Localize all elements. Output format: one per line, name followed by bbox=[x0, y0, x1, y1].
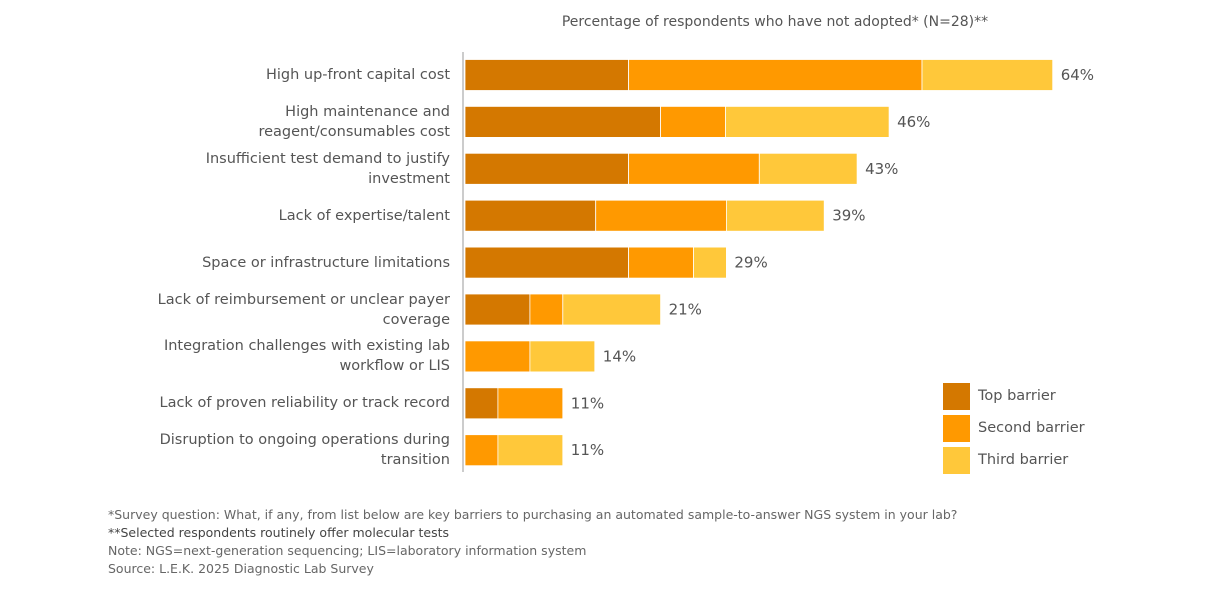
bar-segment-top-barrier bbox=[464, 246, 630, 279]
legend-label: Third barrier bbox=[978, 452, 1069, 468]
category-label: Space or infrastructure limitations bbox=[202, 254, 450, 271]
category-label: Lack of expertise/talent bbox=[278, 207, 450, 224]
category-label: Integration challenges with existing lab… bbox=[163, 338, 450, 375]
bar-segment-top-barrier bbox=[464, 387, 499, 420]
bar-segment-top-barrier bbox=[464, 59, 630, 91]
bar-segment-top-barrier bbox=[464, 293, 531, 326]
bar-segment-second-barrier bbox=[628, 152, 760, 185]
legend-item: Second barrier bbox=[943, 412, 1085, 444]
bar-segment-third-barrier bbox=[562, 293, 661, 326]
bar-segment-top-barrier bbox=[464, 152, 630, 185]
legend-item: Third barrier bbox=[943, 444, 1085, 476]
legend-item: Top barrier bbox=[943, 380, 1085, 412]
bar-segment-third-barrier bbox=[693, 246, 727, 279]
total-label: 64% bbox=[1061, 66, 1094, 84]
bar-segment-second-barrier bbox=[529, 293, 564, 326]
bar-segment-second-barrier bbox=[464, 340, 531, 373]
footnote-respondents: **Selected respondents routinely offer m… bbox=[108, 525, 450, 540]
bar-segment-third-barrier bbox=[725, 106, 890, 138]
bar-segment-second-barrier bbox=[464, 434, 499, 467]
bar-segment-third-barrier bbox=[758, 152, 858, 185]
category-label: High up-front capital cost bbox=[265, 67, 450, 83]
legend-label: Top barrier bbox=[978, 388, 1056, 404]
chart-title: Percentage of respondents who have not a… bbox=[561, 14, 989, 30]
total-label: 43% bbox=[865, 160, 898, 178]
total-label: 46% bbox=[897, 113, 930, 131]
footnote-note: Note: NGS=next-generation sequencing; LI… bbox=[108, 543, 587, 558]
total-label: 11% bbox=[571, 394, 604, 412]
legend: Top barrier Second barrier Third barrier bbox=[943, 380, 1085, 476]
bar-segment-top-barrier bbox=[464, 199, 597, 232]
bar-segment-third-barrier bbox=[497, 434, 564, 467]
bar-segment-second-barrier bbox=[497, 387, 564, 420]
total-label: 21% bbox=[669, 301, 702, 319]
legend-swatch bbox=[943, 414, 970, 442]
category-label: High maintenance and reagent/consumables… bbox=[258, 103, 450, 140]
category-label: Lack of proven reliability or track reco… bbox=[159, 395, 451, 412]
total-label: 39% bbox=[832, 207, 865, 225]
category-label: Disruption to ongoing operations during … bbox=[159, 432, 450, 469]
total-label: 14% bbox=[603, 347, 636, 365]
total-label: 11% bbox=[571, 441, 604, 459]
bar-segment-third-barrier bbox=[921, 59, 1054, 91]
bar-segment-third-barrier bbox=[529, 340, 596, 373]
legend-swatch bbox=[943, 446, 970, 474]
category-label: Lack of reimbursement or unclear payer c… bbox=[157, 291, 450, 328]
bar-segment-third-barrier bbox=[726, 199, 825, 232]
legend-label: Second barrier bbox=[978, 420, 1085, 436]
bar-segment-second-barrier bbox=[595, 199, 727, 232]
bar-segment-second-barrier bbox=[628, 246, 694, 279]
footnote-survey-question: *Survey question: What, if any, from lis… bbox=[108, 507, 958, 522]
category-label: Insufficient test demand to justify inve… bbox=[205, 150, 450, 187]
footnote-source: Source: L.E.K. 2025 Diagnostic Lab Surve… bbox=[108, 561, 374, 576]
bar-segment-top-barrier bbox=[464, 106, 661, 138]
legend-swatch bbox=[943, 382, 970, 410]
bar-segment-second-barrier bbox=[628, 59, 923, 91]
bar-segment-second-barrier bbox=[660, 106, 726, 138]
footnotes: *Survey question: What, if any, from lis… bbox=[108, 506, 957, 578]
total-label: 29% bbox=[734, 254, 767, 272]
